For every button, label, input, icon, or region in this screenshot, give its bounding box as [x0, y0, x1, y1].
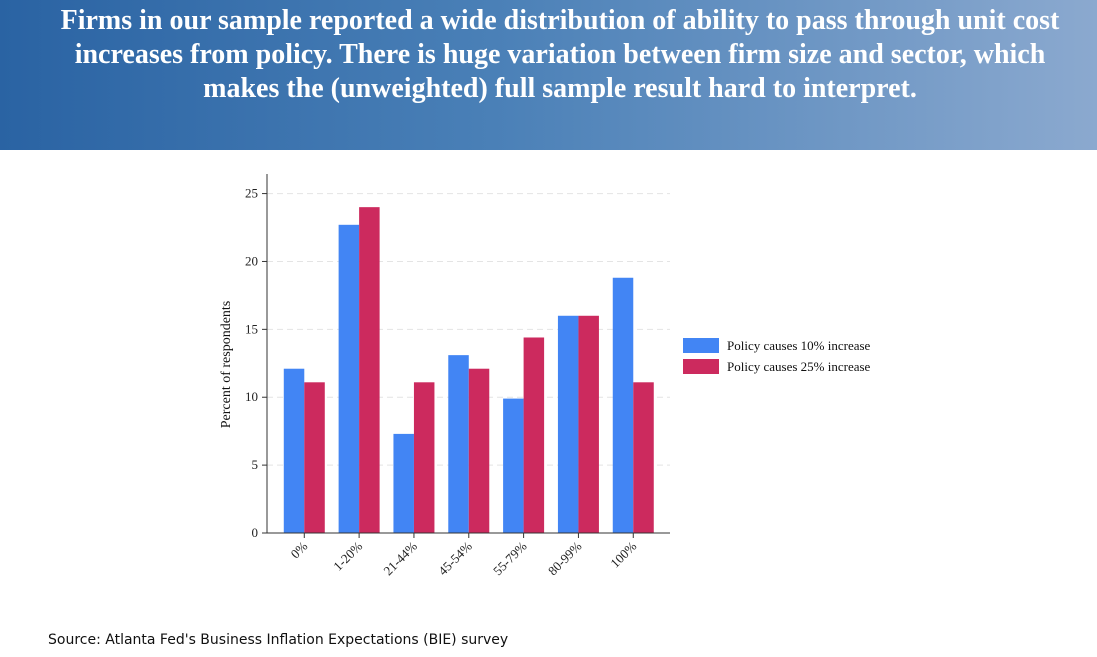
bars	[283, 207, 654, 534]
title-banner: Firms in our sample reported a wide dist…	[0, 0, 1097, 150]
slide-title: Firms in our sample reported a wide dist…	[60, 5, 1060, 104]
y-tick-label-10: 10	[245, 389, 258, 404]
legend-label-1: Policy causes 25% increase	[727, 359, 871, 374]
legend-swatch-1	[683, 359, 719, 374]
y-tick-label-5: 5	[252, 457, 259, 472]
bar-policy-10-2	[393, 433, 414, 533]
bar-policy-10-1	[338, 224, 360, 534]
bar-policy-25-4	[523, 337, 545, 533]
bar-policy-25-5	[578, 315, 599, 533]
x-tick-label-5: 80-99%	[545, 538, 585, 578]
x-tick-label-2: 21-44%	[380, 538, 420, 578]
bar-policy-10-6	[612, 277, 634, 533]
bar-policy-10-4	[503, 398, 524, 533]
y-axis-title: Percent of respondents	[219, 301, 234, 429]
bar-policy-10-3	[448, 355, 469, 533]
y-tick-label-15: 15	[245, 321, 258, 336]
bar-policy-25-1	[359, 207, 380, 533]
y-tick-label-20: 20	[245, 253, 258, 268]
bar-policy-25-2	[413, 382, 435, 533]
bar-policy-10-0	[283, 368, 305, 533]
x-tick-label-4: 55-79%	[490, 538, 530, 578]
x-tick-label-1: 1-20%	[330, 538, 365, 573]
legend-label-0: Policy causes 10% increase	[727, 338, 871, 353]
source-note: Source: Atlanta Fed's Business Inflation…	[48, 632, 509, 648]
bar-policy-25-6	[633, 382, 654, 533]
x-tick-label-3: 45-54%	[435, 538, 475, 578]
bar-policy-10-5	[557, 315, 579, 533]
bar-policy-25-0	[304, 382, 325, 533]
bar-policy-25-3	[468, 368, 490, 533]
y-tick-label-0: 0	[252, 525, 259, 540]
x-tick-label-0: 0%	[288, 538, 311, 561]
bar-chart: 0 5 10 15 20 25 0% 1-20% 21-44% 45-54% 55-79% 80-99…	[219, 174, 871, 578]
x-tick-label-6: 100%	[607, 538, 639, 570]
legend-swatch-0	[683, 338, 719, 353]
y-tick-label-25: 25	[245, 186, 258, 201]
legend: Policy causes 10% increase Policy causes …	[683, 338, 871, 374]
